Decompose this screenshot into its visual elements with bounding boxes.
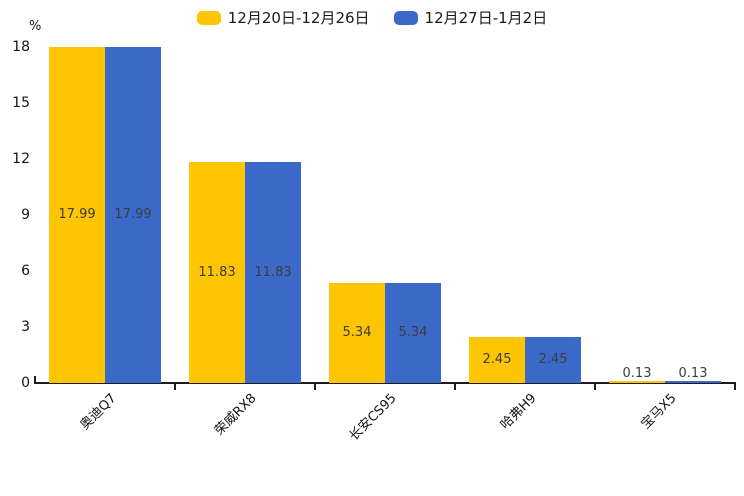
bar-value-label: 0.13 bbox=[622, 366, 652, 381]
y-tick-label: 6 bbox=[21, 263, 30, 279]
legend-label: 12月20日-12月26日 bbox=[227, 9, 370, 27]
x-category-label: 宝马X5 bbox=[638, 391, 680, 433]
bar-value-label: 11.83 bbox=[254, 264, 292, 280]
bar-value-label: 11.83 bbox=[198, 264, 236, 280]
legend-item-0[interactable]: 12月20日-12月26日 bbox=[196, 7, 370, 28]
bar-12月27日-1月2日-荣威RX8 bbox=[245, 162, 301, 383]
bar-value-label: 17.99 bbox=[114, 207, 152, 223]
bar-value-label: 2.45 bbox=[538, 352, 568, 368]
bar-12月27日-1月2日-奥迪Q7 bbox=[105, 47, 161, 383]
x-category-label: 奥迪Q7 bbox=[77, 391, 120, 434]
x-category-label: 长安CS95 bbox=[346, 391, 400, 444]
bar-12月20日-12月26日-长安CS95 bbox=[329, 283, 385, 383]
bar-12月20日-12月26日-哈弗H9 bbox=[469, 337, 525, 383]
x-axis-tick bbox=[314, 384, 316, 390]
y-tick-label: 18 bbox=[12, 39, 30, 55]
legend-swatch-icon bbox=[196, 10, 221, 25]
x-axis-origin-tick bbox=[34, 376, 36, 382]
bar-12月27日-1月2日-哈弗H9 bbox=[525, 337, 581, 383]
legend-swatch-icon bbox=[393, 10, 418, 25]
chart-legend: 12月20日-12月26日 12月27日-1月2日 bbox=[0, 7, 744, 28]
bar-12月27日-1月2日-长安CS95 bbox=[385, 283, 441, 383]
bar-value-label: 5.34 bbox=[342, 325, 372, 341]
y-tick-label: 0 bbox=[21, 375, 30, 391]
x-category-label: 荣威RX8 bbox=[212, 391, 260, 439]
bar-value-label: 17.99 bbox=[58, 207, 96, 223]
legend-item-1[interactable]: 12月27日-1月2日 bbox=[393, 7, 548, 28]
x-axis-tick bbox=[454, 384, 456, 390]
y-tick-label: 15 bbox=[12, 95, 30, 111]
x-axis-line bbox=[34, 382, 736, 384]
bar-12月20日-12月26日-荣威RX8 bbox=[189, 162, 245, 383]
y-tick-label: 3 bbox=[21, 319, 30, 335]
x-axis-tick bbox=[734, 384, 736, 390]
legend-label: 12月27日-1月2日 bbox=[424, 9, 548, 27]
bar-12月20日-12月26日-宝马X5 bbox=[609, 380, 665, 383]
bar-value-label: 0.13 bbox=[678, 366, 708, 381]
y-axis-unit-label: % bbox=[29, 19, 42, 34]
x-category-label: 哈弗H9 bbox=[497, 391, 540, 433]
y-tick-label: 12 bbox=[12, 151, 30, 167]
x-axis-tick bbox=[594, 384, 596, 390]
bar-value-label: 5.34 bbox=[398, 325, 428, 341]
x-axis-tick bbox=[174, 384, 176, 390]
bar-12月27日-1月2日-宝马X5 bbox=[665, 380, 721, 383]
bar-value-label: 2.45 bbox=[482, 352, 512, 368]
bar-12月20日-12月26日-奥迪Q7 bbox=[49, 47, 105, 383]
y-tick-label: 9 bbox=[21, 207, 30, 223]
